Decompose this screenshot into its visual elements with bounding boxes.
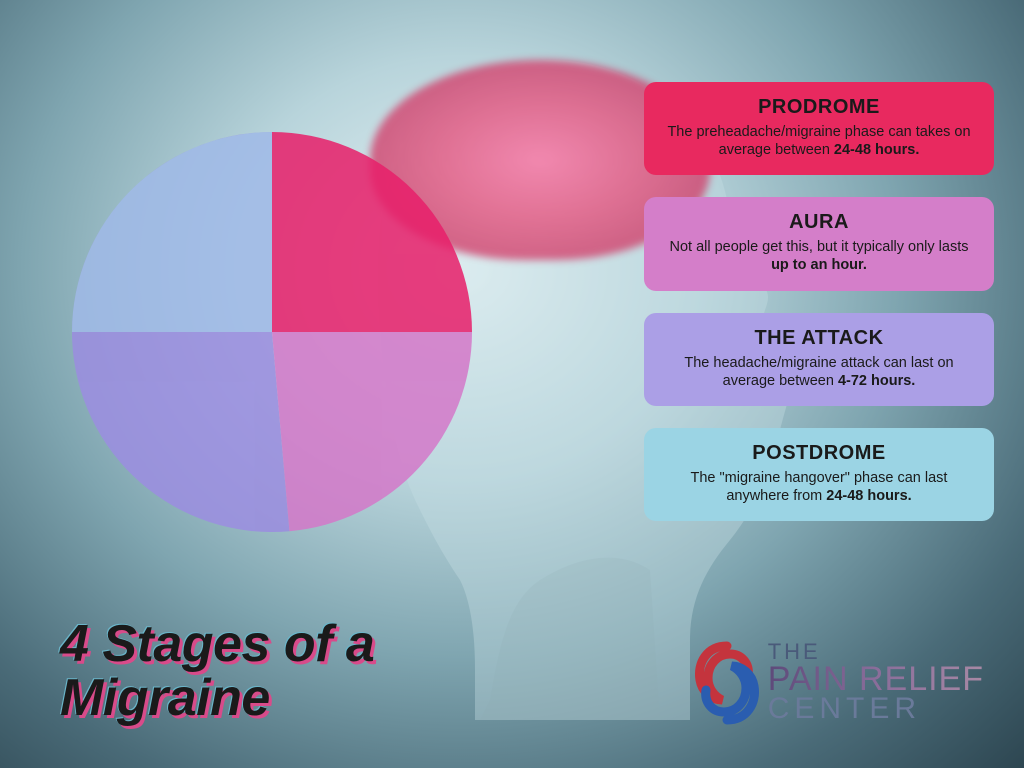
stage-card-postdrome: POSTDROME The "migraine hangover" phase c… — [644, 428, 994, 521]
stage-desc: The "migraine hangover" phase can last a… — [662, 469, 976, 505]
logo-main: PAIN RELIEF — [768, 663, 984, 695]
title-line1: 4 Stages of a — [60, 615, 374, 673]
stage-cards: PRODROME The preheadache/migraine phase c… — [644, 82, 994, 521]
main-title: 4 Stages of a Migraine — [60, 617, 374, 726]
pie-slice-postdrome — [72, 132, 272, 332]
logo-sub: CENTER — [768, 695, 984, 724]
stage-desc: The headache/migraine attack can last on… — [662, 354, 976, 390]
stage-card-aura: AURA Not all people get this, but it typi… — [644, 197, 994, 290]
logo-mark-icon — [692, 638, 762, 728]
stage-title: POSTDROME — [662, 442, 976, 465]
stage-title: PRODROME — [662, 96, 976, 119]
stage-card-prodrome: PRODROME The preheadache/migraine phase c… — [644, 82, 994, 175]
stage-title: AURA — [662, 211, 976, 234]
pie-slice-aura — [272, 332, 472, 531]
logo: THE PAIN RELIEF CENTER — [692, 638, 984, 728]
stage-desc: Not all people get this, but it typicall… — [662, 238, 976, 274]
logo-text: THE PAIN RELIEF CENTER — [768, 642, 984, 724]
pie-slice-prodrome — [272, 132, 472, 332]
stage-title: THE ATTACK — [662, 327, 976, 350]
stage-desc: The preheadache/migraine phase can takes… — [662, 123, 976, 159]
title-line2: Migraine — [60, 669, 270, 727]
pie-chart — [70, 130, 475, 535]
stage-card-attack: THE ATTACK The headache/migraine attack c… — [644, 313, 994, 406]
